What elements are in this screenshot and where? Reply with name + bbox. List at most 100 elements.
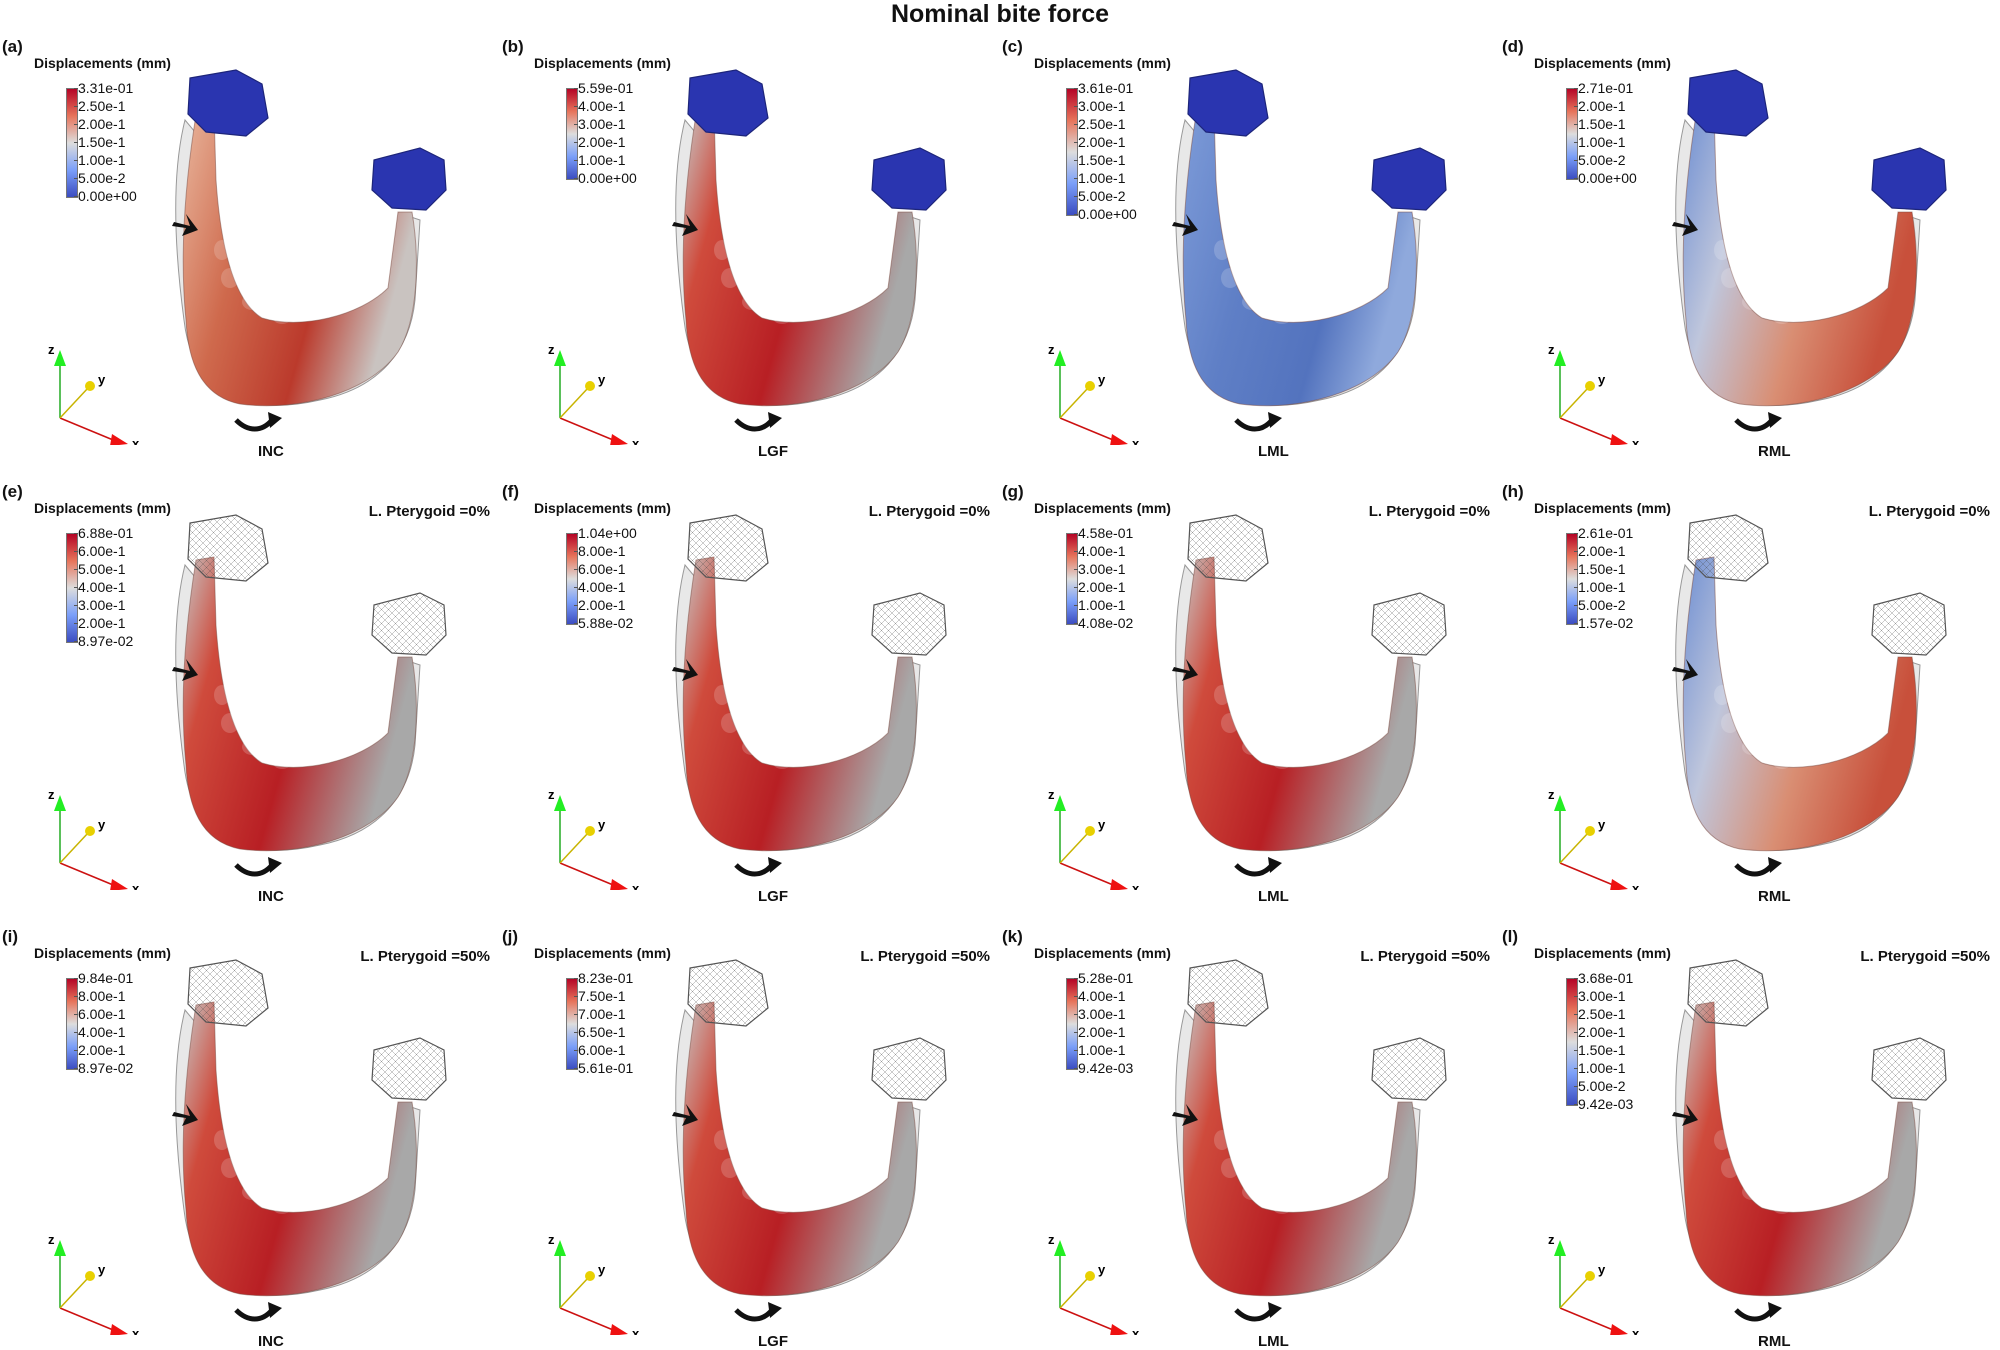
colorbar-tick-label: 2.00e-1 (1573, 98, 1626, 114)
colorbar-tick-label: 3.61e-01 (1073, 80, 1134, 96)
colorbar-tick-label: 4.00e-1 (573, 579, 626, 595)
mandible-surface (682, 1001, 917, 1297)
colorbar-tick-label: 1.50e-1 (1573, 1042, 1626, 1058)
colorbar-tick-label: 4.00e-1 (1073, 988, 1126, 1004)
mandible-render: z y x (1548, 514, 1947, 890)
colorbar-tick-label: 2.50e-1 (73, 98, 126, 114)
colorbar-tick-label: 2.00e-1 (1073, 1024, 1126, 1040)
axis-x-label: x (632, 1326, 640, 1335)
colorbar-tick-label: 8.97e-02 (73, 1060, 134, 1076)
panel-letter: (h) (1502, 482, 1524, 501)
colorbar-title: Displacements (mm) (1034, 500, 1171, 516)
colorbar-tick-label: 4.00e-1 (73, 1024, 126, 1040)
panel-letter: (g) (1002, 482, 1024, 501)
axis-x-label: x (632, 436, 640, 445)
colorbar-tick-label: 1.00e-1 (73, 152, 126, 168)
colorbar-title: Displacements (mm) (534, 55, 671, 71)
panel-letter: (b) (502, 37, 524, 56)
panel-g: z y x (g) Displacements (mm) 4.58e-01 4.00e… (1000, 445, 1500, 905)
mandible-surface (182, 1001, 417, 1297)
axis-z-label: z (48, 1232, 55, 1247)
axis-x-label: x (132, 881, 140, 890)
figure-title: Nominal bite force (890, 0, 1110, 28)
teeth-row (714, 240, 854, 324)
colorbar-tick-label: 1.04e+00 (574, 525, 637, 541)
right-condyle-block (871, 147, 947, 211)
axis-triad (554, 350, 628, 445)
pterygoid-condition: L. Pterygoid =50% (360, 948, 490, 965)
axis-triad (1054, 795, 1128, 890)
axis-z-label: z (48, 787, 55, 802)
colorbar-tick-label: 8.00e-1 (73, 988, 126, 1004)
colorbar-tick-label: 0.00e+00 (1074, 206, 1137, 222)
axis-triad (1554, 1240, 1628, 1335)
mandible-surface (1682, 111, 1917, 407)
axis-triad (54, 1240, 128, 1335)
left-condyle-block (1187, 959, 1269, 1027)
colorbar-tick-label: 2.00e-1 (1073, 134, 1126, 150)
colorbar-tick-label: 1.50e-1 (1573, 561, 1626, 577)
panel-letter: (l) (1502, 927, 1519, 946)
colorbar-tick-label: 1.50e-1 (1573, 116, 1626, 132)
colorbar-tick-label: 4.58e-01 (1073, 525, 1134, 541)
colorbar-tick-label: 6.00e-1 (573, 561, 626, 577)
pterygoid-condition: L. Pterygoid =50% (860, 948, 990, 965)
axis-z-label: z (1548, 342, 1555, 357)
axis-z-label: z (1048, 787, 1055, 802)
colorbar-title: Displacements (mm) (1534, 55, 1671, 71)
colorbar-tick-label: 3.68e-01 (1573, 970, 1634, 986)
colorbar-title: Displacements (mm) (534, 500, 671, 516)
load-arrow (672, 214, 782, 432)
panel-d: z y x (d) Displacements (mm) 2.71e-01 2.00e… (1500, 0, 2000, 460)
pterygoid-condition: L. Pterygoid =0% (1868, 503, 1990, 520)
axis-z-label: z (1548, 1232, 1555, 1247)
colorbar-tick-label: 9.42e-03 (1073, 1060, 1134, 1076)
axis-y-label: y (1098, 372, 1106, 387)
mandible-render: z y x (1048, 514, 1447, 890)
colorbar-title: Displacements (mm) (1534, 945, 1671, 961)
axis-x-label: x (1632, 881, 1640, 890)
axis-y-label: y (98, 372, 106, 387)
load-arrow (1172, 214, 1282, 432)
colorbar (566, 88, 578, 180)
colorbar-tick-label: 4.00e-1 (573, 98, 626, 114)
colorbar-tick-label: 6.88e-01 (73, 525, 134, 541)
colorbar (66, 533, 78, 643)
colorbar-tick-label: 2.50e-1 (1073, 116, 1126, 132)
mandible-surface (1182, 556, 1417, 852)
mandible-render: z y x (1048, 69, 1447, 445)
panel-letter: (j) (502, 927, 519, 946)
colorbar-tick-label: 1.50e-1 (73, 134, 126, 150)
axis-y-label: y (1598, 817, 1606, 832)
mandible-render: z y x (548, 69, 947, 445)
colorbar-tick-label: 3.31e-01 (73, 80, 134, 96)
colorbar-tick-label: 6.00e-1 (73, 1006, 126, 1022)
colorbar-tick-label: 9.42e-03 (1573, 1096, 1634, 1112)
axis-y-label: y (598, 1262, 606, 1277)
colorbar-tick-label: 0.00e+00 (1574, 170, 1637, 186)
colorbar-tick-label: 5.28e-01 (1073, 970, 1134, 986)
axis-x-label: x (1632, 436, 1640, 445)
panel-b: z y x (b) Displacements (mm) 5.59e-01 4.00e… (500, 0, 1000, 460)
panel-letter: (a) (2, 37, 23, 56)
right-condyle-block (1371, 592, 1447, 656)
right-condyle-block (1371, 147, 1447, 211)
axis-x-label: x (1632, 1326, 1640, 1335)
panel-j: z y x (j) Displacements (mm) 8.23e-01 7.50e… (500, 890, 1000, 1350)
axis-z-label: z (1548, 787, 1555, 802)
colorbar-tick-label: 1.00e-1 (1573, 134, 1626, 150)
load-arrow (1672, 214, 1782, 432)
load-arrow (1672, 1104, 1782, 1322)
axis-x-label: x (132, 436, 140, 445)
load-arrow (172, 214, 282, 432)
right-condyle-block (1871, 147, 1947, 211)
load-arrow (672, 1104, 782, 1322)
bite-case-label: INC (258, 443, 284, 460)
axis-x-label: x (1132, 1326, 1140, 1335)
colorbar-tick-label: 5.59e-01 (573, 80, 634, 96)
colorbar-tick-label: 5.88e-02 (573, 615, 634, 631)
colorbar-tick-label: 5.00e-2 (1573, 597, 1626, 613)
left-condyle-block (1687, 69, 1769, 137)
colorbar-tick-label: 3.00e-1 (1073, 1006, 1126, 1022)
colorbar-tick-label: 2.00e-1 (573, 134, 626, 150)
